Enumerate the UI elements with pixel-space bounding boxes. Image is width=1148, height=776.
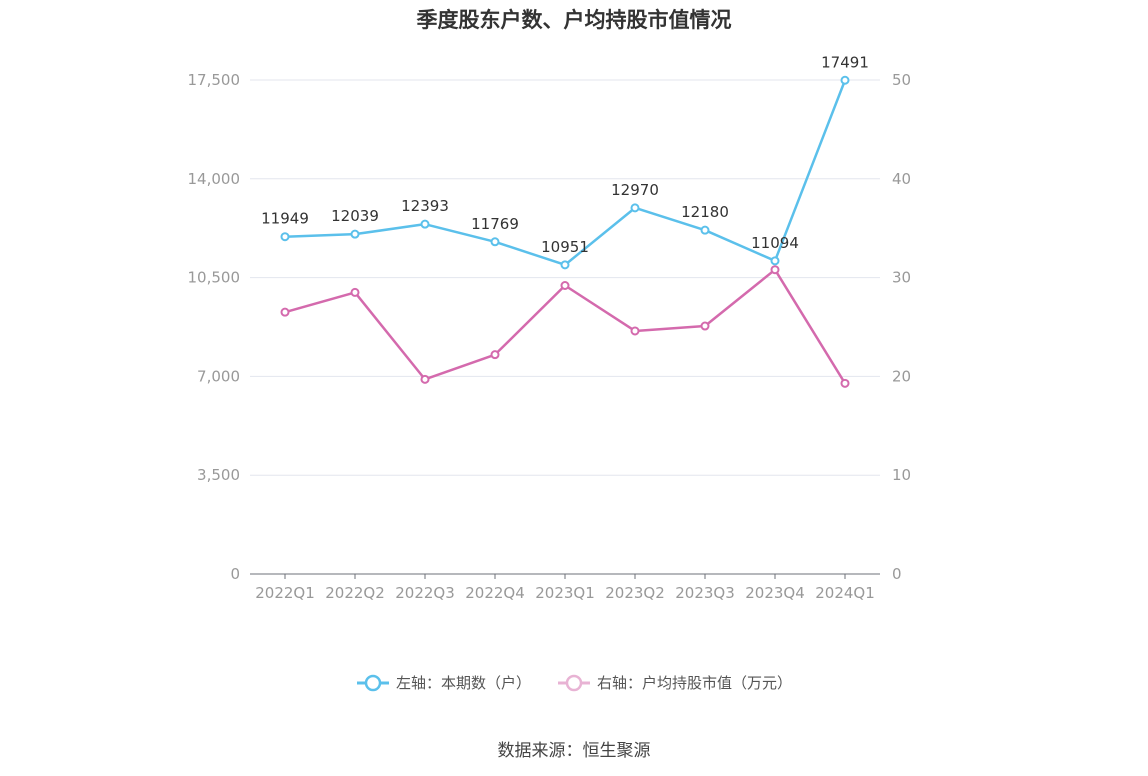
x-axis-tick-label: 2023Q2 [605, 584, 665, 602]
legend-item-left-series[interactable]: 左轴：本期数（户） [356, 672, 531, 693]
legend-label-left-series: 左轴：本期数（户） [395, 674, 531, 692]
data-label: 11769 [471, 215, 519, 233]
chart-title: 季度股东户数、户均持股市值情况 [416, 8, 732, 32]
data-point-right[interactable] [840, 378, 850, 388]
data-label: 11949 [261, 210, 309, 228]
grid-lines [250, 79, 880, 476]
x-axis-tick-label: 2022Q2 [325, 584, 385, 602]
data-point-left[interactable] [770, 256, 780, 266]
left-axis-tick-label: 10,500 [188, 269, 241, 287]
x-axis-tick-label: 2024Q1 [815, 584, 875, 602]
legend-label-right-series: 右轴：户均持股市值（万元） [597, 674, 793, 692]
data-point-left[interactable] [420, 219, 430, 229]
data-point-left[interactable] [280, 232, 290, 242]
x-axis-tick-label: 2023Q1 [535, 584, 595, 602]
left-axis-tick-label: 17,500 [188, 71, 241, 89]
data-point-right[interactable] [770, 265, 780, 275]
data-label: 12039 [331, 207, 379, 225]
data-label: 17491 [821, 53, 869, 71]
x-axis-tick-label: 2022Q4 [465, 584, 525, 602]
data-label: 11094 [751, 234, 799, 252]
data-point-right[interactable] [490, 350, 500, 360]
axes: 0 3,500 7,000 10,500 14,000 17,500 0 10 20 30 40 50… [188, 71, 912, 602]
legend: 左轴：本期数（户） 右轴：户均持股市值（万元） [0, 672, 1148, 693]
right-axis-tick-label: 20 [892, 367, 911, 385]
x-axis-tick-label: 2022Q3 [395, 584, 455, 602]
data-point-left[interactable] [700, 225, 710, 235]
legend-item-right-series[interactable]: 右轴：户均持股市值（万元） [557, 672, 792, 693]
data-label: 12970 [611, 181, 659, 199]
data-point-right[interactable] [280, 307, 290, 317]
data-point-left[interactable] [560, 260, 570, 270]
data-point-left[interactable] [490, 237, 500, 247]
x-axis-tick-label: 2023Q3 [675, 584, 735, 602]
data-source: 数据来源：恒生聚源 [497, 741, 651, 761]
data-label: 12180 [681, 203, 729, 221]
right-axis-tick-label: 50 [892, 71, 911, 89]
data-point-left[interactable] [630, 203, 640, 213]
data-labels: 11949 12039 12393 11769 10951 12970 12180 11094… [261, 53, 869, 256]
series [280, 75, 850, 388]
legend-line-marker-icon [356, 674, 389, 691]
data-label: 10951 [541, 238, 589, 256]
right-axis-tick-label: 10 [892, 466, 911, 484]
data-point-right[interactable] [700, 321, 710, 331]
left-axis-tick-label: 0 [230, 565, 240, 583]
left-axis-tick-label: 14,000 [188, 170, 241, 188]
data-point-right[interactable] [420, 374, 430, 384]
data-point-right[interactable] [630, 326, 640, 336]
x-axis-tick-label: 2022Q1 [255, 584, 315, 602]
right-axis-tick-label: 40 [892, 170, 911, 188]
right-axis-tick-label: 30 [892, 269, 911, 287]
left-axis-tick-label: 3,500 [197, 466, 240, 484]
data-point-right[interactable] [350, 287, 360, 297]
data-point-left[interactable] [350, 229, 360, 239]
right-axis-tick-label: 0 [892, 565, 902, 583]
legend-line-marker-icon [558, 674, 590, 691]
left-axis-tick-label: 7,000 [197, 367, 240, 385]
data-point-right[interactable] [560, 281, 570, 291]
x-axis-tick-label: 2023Q4 [745, 584, 805, 602]
data-point-left[interactable] [840, 75, 850, 85]
data-label: 12393 [401, 197, 449, 215]
